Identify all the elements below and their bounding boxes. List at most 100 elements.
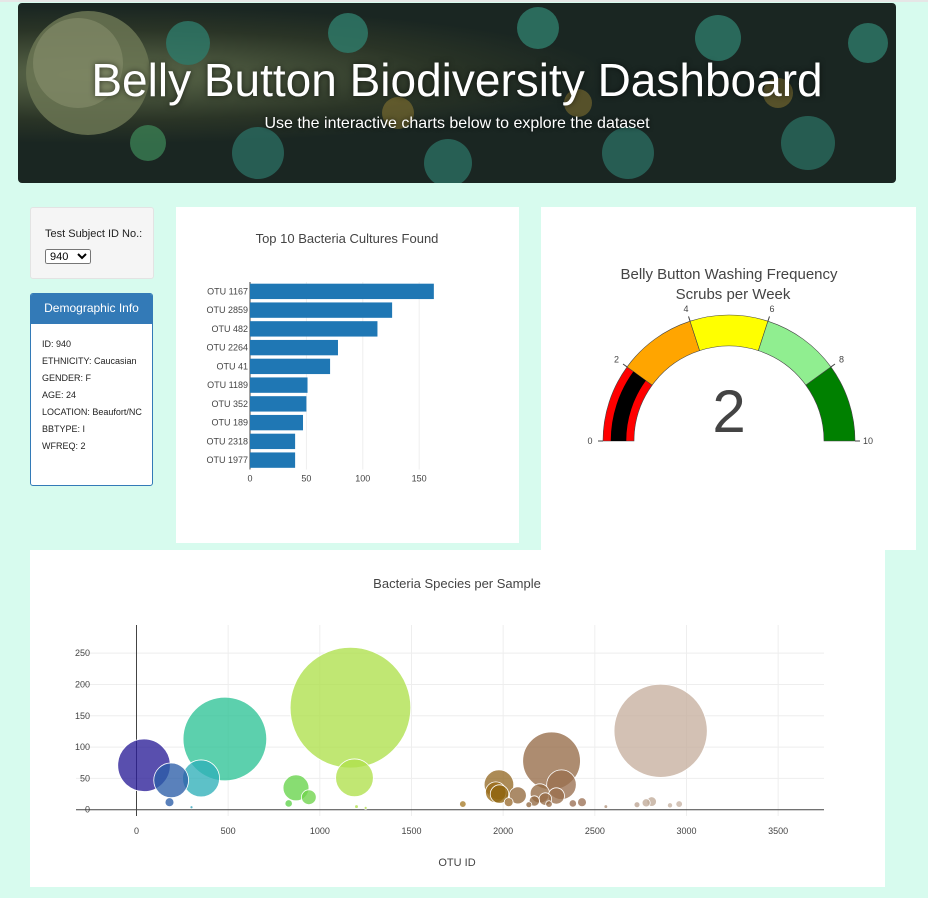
bubble-mark[interactable] (641, 798, 651, 808)
bubble-chart-card: Bacteria Species per Sample 0 500 1000 1500… (30, 550, 885, 887)
bubble-x-tick-label: 3000 (676, 826, 696, 836)
gauge-title: Belly Button Washing Frequency (620, 266, 838, 283)
gauge-tick-label: 10 (863, 436, 873, 446)
bar-mark[interactable] (250, 321, 378, 337)
bar-category-label: OTU 352 (211, 399, 248, 409)
bubble-chart-title: Bacteria Species per Sample (373, 576, 541, 591)
bubble-y-tick-label: 200 (75, 679, 90, 689)
bar-category-label: OTU 2264 (206, 343, 248, 353)
demographic-row: ETHNICITY: Caucasian (42, 356, 137, 366)
bubble-mark[interactable] (164, 797, 175, 808)
subject-selector-well: Test Subject ID No.: 940 (30, 207, 154, 279)
demographic-row: LOCATION: Beaufort/NC (42, 407, 142, 417)
bar-mark[interactable] (250, 414, 304, 431)
subject-id-select[interactable]: 940 (45, 249, 91, 264)
bubble-chart[interactable]: Bacteria Species per Sample 0 500 1000 1500… (30, 550, 885, 887)
bubble-y-tick-label: 0 (85, 805, 90, 815)
bubble-mark[interactable] (289, 646, 412, 769)
bar-mark[interactable] (250, 377, 308, 393)
bar-chart-card: Top 10 Bacteria Cultures Found OTU 1167 O… (176, 207, 519, 543)
gauge-tick-label: 2 (614, 354, 619, 364)
bar-chart-title: Top 10 Bacteria Cultures Found (256, 231, 439, 246)
bubble-x-tick-label: 0 (134, 826, 139, 836)
demographic-panel: Demographic Info ID: 940 ETHNICITY: Cauc… (30, 293, 153, 486)
gauge-value-bar (610, 371, 646, 441)
gauge-tick (767, 316, 770, 322)
bar-category-label: OTU 482 (211, 324, 248, 334)
gauge-tick (830, 363, 836, 368)
bubble-mark[interactable] (363, 805, 368, 810)
bar-mark[interactable] (250, 339, 338, 356)
gauge-tick (622, 363, 628, 368)
bar-chart[interactable]: Top 10 Bacteria Cultures Found OTU 1167 O… (176, 207, 519, 543)
bubble-x-tick-label: 2500 (585, 826, 605, 836)
page-title: Belly Button Biodiversity Dashboard (91, 54, 823, 106)
bubble-y-tick-label: 100 (75, 742, 90, 752)
bubble-mark[interactable] (613, 683, 708, 778)
gauge-value-number: 2 (712, 378, 745, 445)
demographic-panel-title: Demographic Info (31, 294, 152, 324)
gauge-tick-label: 8 (839, 354, 844, 364)
bubble-x-tick-label: 500 (221, 826, 236, 836)
bubble-mark[interactable] (545, 800, 553, 808)
bubble-mark[interactable] (153, 762, 189, 799)
bar-x-tick-label: 100 (355, 474, 370, 484)
bar-mark[interactable] (250, 302, 393, 318)
bar-mark[interactable] (250, 433, 296, 450)
bar-category-label: OTU 41 (216, 361, 248, 371)
demographic-panel-body: ID: 940 ETHNICITY: Caucasian GENDER: F A… (31, 324, 152, 451)
bubble-mark[interactable] (489, 784, 510, 804)
bubble-mark[interactable] (667, 802, 673, 809)
bubble-mark[interactable] (568, 799, 577, 808)
bubble-mark[interactable] (633, 801, 641, 809)
bacteria-background-image (26, 7, 888, 183)
bubble-x-tick-label: 1500 (401, 826, 421, 836)
bar-mark[interactable] (250, 452, 296, 468)
bubble-mark[interactable] (503, 797, 514, 808)
bubble-mark[interactable] (459, 800, 467, 808)
bar-category-label: OTU 2859 (206, 305, 248, 315)
bubble-mark[interactable] (577, 797, 587, 808)
bar-category-label: OTU 2318 (206, 436, 248, 446)
bubble-mark[interactable] (525, 801, 533, 809)
gauge-tick (688, 316, 691, 322)
gauge-tick-label: 0 (587, 436, 592, 446)
gauge-tick-label: 4 (684, 304, 689, 314)
bar-mark[interactable] (250, 358, 331, 375)
bubble-mark[interactable] (284, 799, 293, 808)
bubble-y-tick-label: 150 (75, 711, 90, 721)
bubble-mark[interactable] (189, 805, 194, 810)
demographic-row: WFREQ: 2 (42, 441, 86, 451)
bubble-mark[interactable] (335, 758, 374, 798)
gauge-band (805, 366, 856, 442)
bar-category-label: OTU 1167 (207, 286, 248, 296)
bubble-mark[interactable] (354, 804, 359, 809)
bar-x-tick-label: 150 (412, 474, 427, 484)
bar-category-label: OTU 1189 (207, 380, 248, 390)
bar-category-label: OTU 1977 (206, 455, 248, 465)
bubble-mark[interactable] (508, 786, 527, 805)
header-jumbotron: Belly Button Biodiversity Dashboard Use … (18, 3, 896, 183)
bubble-mark[interactable] (301, 789, 317, 806)
gauge-tick-label: 6 (769, 304, 774, 314)
gauge-chart-card: Belly Button Washing Frequency Scrubs pe… (541, 207, 916, 550)
bubble-x-tick-label: 1000 (310, 826, 330, 836)
bar-x-tick-label: 0 (247, 474, 252, 484)
demographic-row: ID: 940 (42, 339, 72, 349)
bubble-mark[interactable] (603, 804, 609, 809)
subject-selector-label: Test Subject ID No.: (45, 228, 143, 240)
top-border (0, 0, 928, 2)
bubble-x-tick-label: 2000 (493, 826, 513, 836)
bar-mark[interactable] (250, 396, 307, 412)
demographic-row: AGE: 24 (42, 390, 77, 400)
bubble-chart-xlabel: OTU ID (438, 857, 475, 869)
demographic-row: BBTYPE: I (42, 424, 86, 434)
bubble-mark[interactable] (675, 800, 683, 808)
bubble-y-tick-label: 250 (75, 648, 90, 658)
bar-mark[interactable] (250, 283, 434, 300)
gauge-chart[interactable]: Belly Button Washing Frequency Scrubs pe… (541, 207, 916, 550)
gauge-subtitle: Scrubs per Week (676, 286, 791, 303)
gauge-band (689, 314, 769, 352)
bubble-y-tick-label: 50 (80, 773, 90, 783)
demographic-row: GENDER: F (42, 373, 92, 383)
